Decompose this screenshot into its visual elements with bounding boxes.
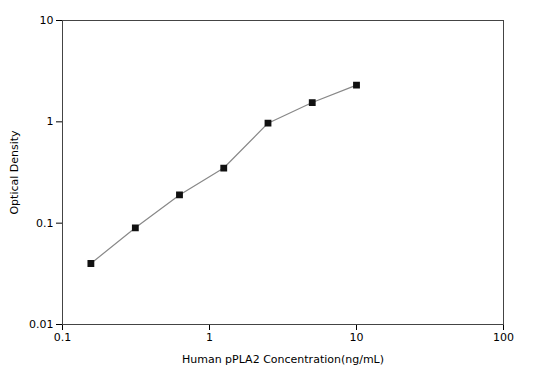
svg-text:Optical Density: Optical Density: [8, 130, 21, 215]
svg-text:0.01: 0.01: [29, 318, 54, 331]
svg-text:10: 10: [350, 331, 364, 344]
svg-text:0.1: 0.1: [36, 217, 54, 230]
svg-text:1: 1: [206, 331, 213, 344]
svg-text:Human pPLA2 Concentration(ng/m: Human pPLA2 Concentration(ng/mL): [182, 353, 384, 366]
svg-text:100: 100: [493, 331, 514, 344]
svg-text:10: 10: [40, 14, 54, 27]
svg-text:1: 1: [47, 115, 54, 128]
svg-text:0.1: 0.1: [54, 331, 72, 344]
